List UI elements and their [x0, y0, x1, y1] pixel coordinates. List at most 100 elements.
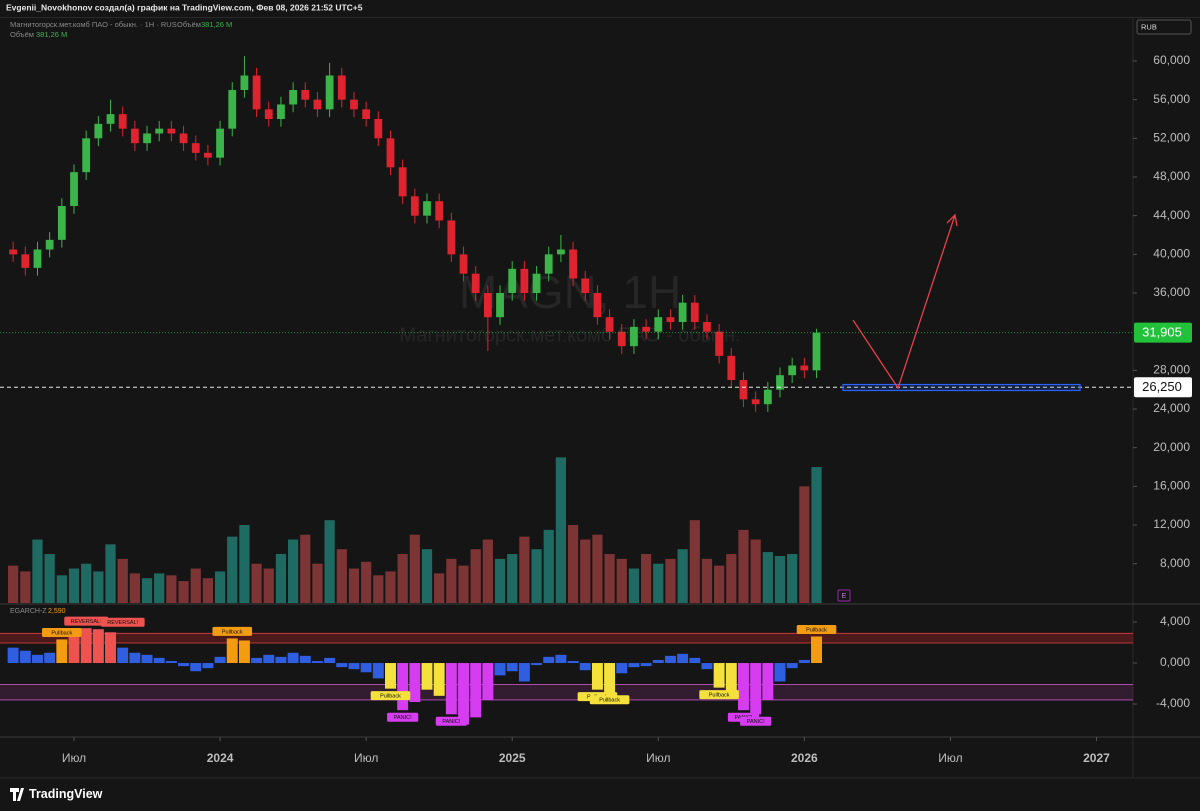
oscillator-bar — [105, 632, 117, 664]
candle-body — [423, 201, 431, 216]
earnings-marker[interactable] — [837, 589, 851, 602]
candle-body — [605, 317, 614, 332]
candle-body — [581, 278, 590, 294]
y-tick-label: 28,000 — [1153, 363, 1190, 377]
y-tick-label: -4,000 — [1156, 696, 1190, 710]
annotation-badge — [212, 626, 253, 636]
candle-body — [130, 128, 139, 144]
candle-body — [106, 114, 115, 124]
candle-body — [703, 322, 711, 332]
oscillator-bar — [165, 660, 177, 664]
oscillator-bar — [80, 628, 92, 664]
y-tick-label: 52,000 — [1153, 131, 1190, 145]
footer-brand[interactable]: TradingView — [29, 787, 103, 801]
volume-bar — [287, 539, 299, 603]
price-label: 26,250 — [1142, 379, 1182, 394]
oscillator-bar — [397, 663, 409, 711]
volume-bar — [787, 554, 798, 603]
candle-body — [471, 273, 480, 294]
oscillator-bar — [470, 663, 482, 718]
x-tick-label: 2027 — [1083, 751, 1110, 765]
candle-body — [313, 99, 322, 110]
candle-body — [800, 365, 809, 371]
oscillator-bar — [762, 663, 774, 700]
volume-bar — [421, 549, 433, 603]
volume-bar — [434, 573, 445, 603]
candle-body — [362, 109, 371, 119]
volume-bar — [689, 520, 700, 603]
volume-bar — [774, 555, 786, 603]
header-text: Evgenii_Novokhonov создал(а) график на T… — [6, 2, 363, 12]
volume-bar — [348, 568, 360, 603]
candle-body — [727, 355, 736, 381]
annotation-badge — [740, 716, 772, 726]
volume-bar — [166, 575, 177, 603]
oscillator-bar — [798, 659, 810, 664]
volume-bar — [178, 581, 189, 603]
oscillator-bar — [701, 663, 713, 670]
candle-body — [459, 254, 468, 274]
volume-bar — [592, 534, 603, 603]
oscillator-bar — [360, 663, 372, 673]
y-tick-label: 16,000 — [1153, 479, 1190, 493]
oscillator-bar — [153, 657, 165, 664]
oscillator-legend-value: 2,590 — [48, 608, 66, 615]
candle-body — [447, 220, 456, 255]
volume-bar — [385, 571, 396, 603]
volume-bar — [373, 575, 384, 603]
currency-box[interactable] — [1136, 19, 1192, 35]
annotation-text: PANIC! — [747, 719, 765, 725]
price-label-box — [1134, 377, 1192, 398]
volume-bar — [141, 578, 153, 603]
x-tick-label: Июл — [354, 751, 378, 765]
candle-body — [532, 273, 541, 294]
volume-bar — [604, 554, 615, 603]
candle-body — [715, 331, 724, 356]
y-tick-label: 40,000 — [1153, 247, 1190, 261]
volume-bar — [300, 534, 311, 603]
candle-body — [386, 138, 395, 168]
oscillator-bar — [628, 663, 640, 668]
oscillator-bar — [811, 636, 822, 664]
y-tick-label: 4,000 — [1160, 614, 1190, 628]
candle-body — [191, 143, 200, 153]
volume-bar — [20, 571, 31, 603]
oscillator-bar — [725, 663, 737, 699]
candle-body — [9, 249, 18, 255]
oscillator-bar — [579, 663, 591, 671]
annotation-badge — [435, 716, 467, 726]
oscillator-bar — [604, 663, 616, 693]
candle-body — [216, 128, 224, 158]
oscillator-bar — [421, 663, 433, 690]
oscillator-bar — [518, 663, 530, 682]
x-tick-label: Июл — [646, 751, 670, 765]
annotation-text: Pullback — [380, 694, 401, 700]
candle-body — [204, 152, 212, 158]
candle-body — [374, 118, 383, 139]
oscillator-bar — [263, 654, 275, 664]
volume-bar — [762, 552, 773, 603]
volume-bar — [640, 554, 652, 603]
volume-bar — [312, 563, 323, 603]
oscillator-band — [0, 684, 1133, 700]
volume-bar — [531, 549, 542, 603]
annotation-badge — [699, 690, 739, 700]
oscillator-bar — [543, 656, 555, 664]
volume-bar — [446, 558, 457, 603]
annotation-badge — [387, 712, 419, 722]
volume-legend-name: Объём — [10, 30, 34, 39]
candle-body — [617, 331, 626, 347]
oscillator-bar — [531, 663, 543, 666]
annotation-text: Pullback — [709, 693, 730, 699]
candle-body — [666, 317, 675, 323]
oscillator-bar — [713, 663, 725, 688]
candle-body — [57, 206, 66, 240]
volume-bar — [93, 571, 104, 603]
volume-bar — [251, 563, 262, 603]
candle-body — [763, 389, 772, 405]
volume-bar — [677, 549, 688, 603]
oscillator-bar — [299, 655, 311, 664]
oscillator-bar — [445, 663, 457, 715]
